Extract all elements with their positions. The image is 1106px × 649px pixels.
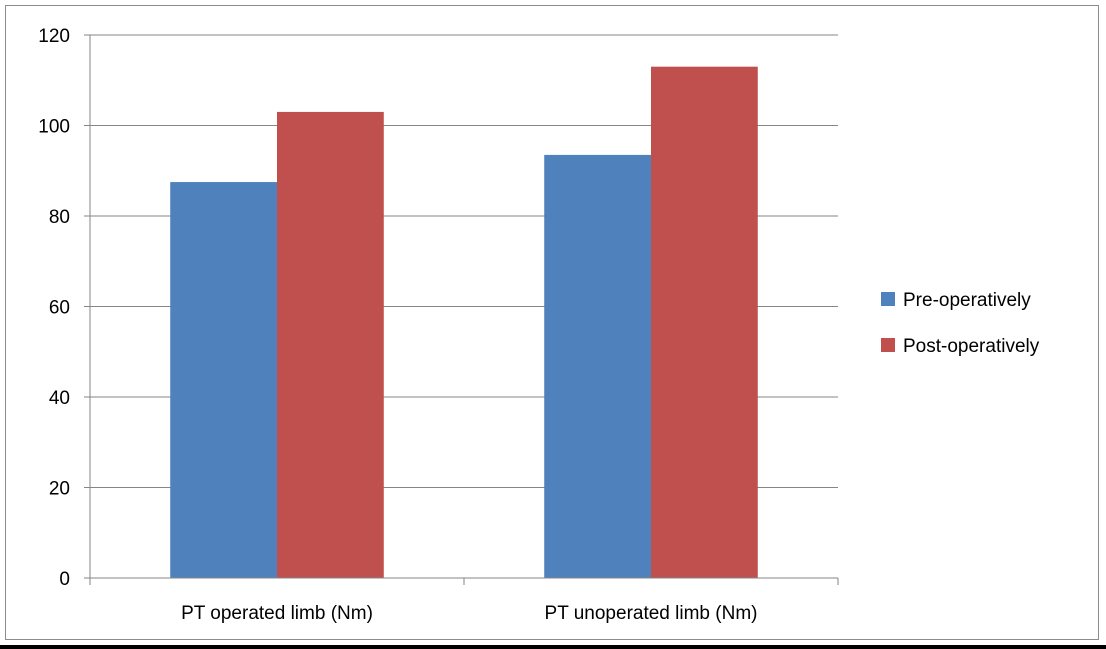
bar xyxy=(651,66,758,579)
y-tick-label: 100 xyxy=(38,117,70,138)
axes xyxy=(84,34,839,585)
bar xyxy=(277,111,384,579)
legend: Pre-operatively Post-operatively xyxy=(881,290,1040,357)
y-tick-label: 60 xyxy=(49,298,70,319)
bars xyxy=(170,66,758,579)
x-category-labels: PT operated limb (Nm) PT unoperated limb … xyxy=(181,603,757,624)
legend-label: Post-operatively xyxy=(903,336,1040,357)
bar xyxy=(544,154,651,578)
legend-swatch xyxy=(881,292,895,306)
x-category-label: PT operated limb (Nm) xyxy=(181,603,373,624)
legend-label: Pre-operatively xyxy=(903,290,1031,311)
x-category-label: PT unoperated limb (Nm) xyxy=(545,603,758,624)
y-tick-labels: 0 20 40 60 80 100 120 xyxy=(38,26,70,590)
y-tick-label: 20 xyxy=(49,479,70,500)
chart-frame: 0 20 40 60 80 100 120 PT operated limb (Nm) PT … xyxy=(5,5,1099,640)
bar xyxy=(170,182,277,578)
y-tick-label: 40 xyxy=(49,388,70,409)
legend-swatch xyxy=(881,338,895,352)
y-tick-label: 80 xyxy=(49,207,70,228)
bottom-rule xyxy=(0,645,1106,649)
y-tick-label: 0 xyxy=(59,569,70,590)
y-tick-label: 120 xyxy=(38,26,70,47)
